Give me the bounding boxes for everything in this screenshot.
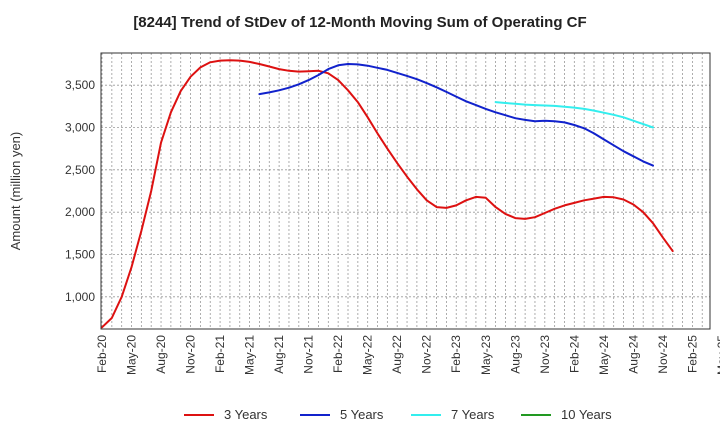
series-line-5-years xyxy=(258,63,654,167)
legend-label: 10 Years xyxy=(561,407,612,422)
x-tick-label: Feb-22 xyxy=(331,335,345,373)
x-tick-label: Aug-21 xyxy=(272,335,286,374)
y-axis-label: Amount (million yen) xyxy=(8,132,23,251)
x-tick-label: May-21 xyxy=(243,335,257,375)
series-line-7-years xyxy=(494,101,654,129)
legend-label: 5 Years xyxy=(340,407,384,422)
x-tick-label: Feb-24 xyxy=(567,335,581,373)
plot-area xyxy=(101,53,710,329)
x-tick-label: Nov-24 xyxy=(656,335,670,374)
x-tick-label: Aug-24 xyxy=(626,335,640,374)
x-tick-label: May-22 xyxy=(361,335,375,375)
legend-label: 3 Years xyxy=(224,407,268,422)
x-tick-label: May-20 xyxy=(125,335,139,375)
chart-title: [8244] Trend of StDev of 12-Month Moving… xyxy=(133,14,586,31)
x-tick-label: Feb-25 xyxy=(685,335,699,373)
grid xyxy=(101,53,710,329)
x-tick-label: Feb-23 xyxy=(449,335,463,373)
x-tick-label: May-24 xyxy=(597,335,611,375)
x-tick-label: Feb-20 xyxy=(95,335,109,373)
x-tick-label: Aug-20 xyxy=(154,335,168,374)
y-tick-label: 3,000 xyxy=(65,121,95,135)
x-axis-ticks: Feb-20 May-20 Aug-20 Nov-20 Feb-21 May-21 Aug-… xyxy=(95,335,720,375)
series-line-3-years xyxy=(101,59,674,329)
x-tick-label: Nov-20 xyxy=(184,335,198,374)
y-axis-ticks: 1,000 1,500 2,000 2,500 3,000 3,500 xyxy=(65,78,95,304)
plot-frame xyxy=(100,52,711,330)
y-tick-label: 1,000 xyxy=(65,290,95,304)
legend-label: 7 Years xyxy=(451,407,495,422)
x-tick-label: Aug-23 xyxy=(508,335,522,374)
x-tick-label: May-23 xyxy=(479,335,493,375)
legend: 3 Years 5 Years 7 Years 10 Years xyxy=(184,407,612,422)
x-tick-label: Nov-22 xyxy=(420,335,434,374)
y-tick-label: 1,500 xyxy=(65,247,95,261)
x-tick-label: May-25 xyxy=(715,335,720,375)
x-tick-label: Aug-22 xyxy=(390,335,404,374)
x-tick-label: Nov-21 xyxy=(302,335,316,374)
y-tick-label: 3,500 xyxy=(65,78,95,92)
x-tick-label: Nov-23 xyxy=(538,335,552,374)
series-lines xyxy=(101,59,674,329)
x-tick-label: Feb-21 xyxy=(213,335,227,373)
y-tick-label: 2,000 xyxy=(65,205,95,219)
y-tick-label: 2,500 xyxy=(65,163,95,177)
